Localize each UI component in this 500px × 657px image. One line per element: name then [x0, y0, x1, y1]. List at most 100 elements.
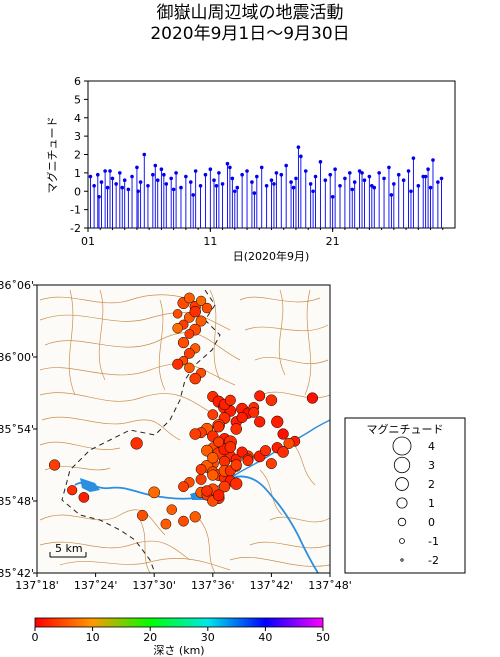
chart-title-line1: 御嶽山周辺域の地震活動	[156, 3, 344, 23]
time-plot-y-label: マグニチュード	[45, 117, 59, 194]
magnitude-point	[330, 194, 335, 199]
epicenter-marker	[136, 509, 148, 521]
magnitude-point	[269, 178, 274, 183]
epicenter-marker	[265, 458, 277, 470]
map-x-tick-label: 137˚30'	[132, 579, 176, 592]
map-y-tick-label: 36˚06'	[0, 279, 34, 292]
legend-label: 3	[428, 459, 435, 472]
epicenter-map: 137˚18' 137˚24' 137˚30' 137˚36' 137˚42' 137˚4…	[0, 279, 352, 592]
epicenter-marker	[184, 329, 195, 339]
epicenter-marker	[195, 315, 207, 327]
magnitude-point	[110, 176, 115, 181]
colorbar-tick-label: 10	[86, 631, 100, 644]
legend-label: 4	[428, 440, 435, 453]
magnitude-point	[409, 189, 413, 194]
magnitude-point	[188, 180, 193, 184]
epicenter-marker	[265, 394, 278, 406]
epicenter-marker	[172, 322, 183, 334]
magnitude-point	[228, 165, 232, 170]
time-plot-y-tick-label: -2	[70, 222, 81, 235]
magnitude-point	[203, 172, 208, 177]
epicenter-marker	[224, 394, 236, 406]
map-y-tick-label: 35˚54'	[0, 423, 34, 436]
magnitude-point	[151, 172, 155, 177]
colorbar-tick-label: 40	[258, 631, 272, 644]
magnitude-point	[431, 158, 435, 162]
magnitude-point	[252, 191, 257, 195]
epicenter-marker	[78, 492, 90, 503]
epicenter-marker	[213, 421, 225, 433]
magnitude-point	[164, 182, 169, 186]
magnitude-point	[217, 171, 221, 175]
magnitude-point	[439, 176, 444, 181]
magnitude-point	[153, 163, 158, 168]
epicenter-marker	[195, 463, 207, 475]
legend-marker	[396, 497, 408, 509]
magnitude-point	[193, 169, 198, 173]
epicenter-marker	[148, 486, 161, 499]
epicenter-marker	[195, 295, 207, 306]
magnitude-point	[114, 182, 118, 186]
time-plot-x-tick-label: 11	[203, 235, 217, 248]
magnitude-point	[169, 176, 173, 181]
magnitude-point	[360, 171, 364, 175]
legend-label: 0	[428, 516, 435, 529]
magnitude-point	[198, 183, 203, 188]
legend-title: マグニチュード	[367, 422, 444, 436]
time-plot-y-tick-label: 3	[74, 130, 81, 143]
magnitude-point	[142, 152, 147, 157]
magnitude-point	[155, 178, 160, 183]
magnitude-point	[333, 167, 337, 171]
depth-colorbar: 0 10 20 30 40 50 深さ (km)	[32, 617, 330, 657]
map-x-tick-label: 137˚42'	[250, 579, 294, 592]
map-x-tick-label: 137˚48'	[308, 579, 352, 592]
epicenter-marker	[189, 305, 201, 318]
magnitude-point	[382, 176, 386, 181]
magnitude-point	[214, 183, 219, 188]
magnitude-point	[179, 185, 183, 190]
legend-label: 2	[428, 478, 435, 491]
epicenter-marker	[207, 469, 219, 481]
magnitude-point	[401, 178, 406, 183]
magnitude-point	[184, 174, 188, 179]
magnitude-point	[311, 189, 315, 194]
epicenter-marker	[277, 446, 289, 458]
time-plot-y-tick-label: 5	[74, 93, 81, 106]
magnitude-point	[208, 167, 213, 171]
epicenter-marker	[201, 302, 213, 314]
time-plot-y-tick-label: -1	[70, 204, 81, 217]
magnitude-legend: マグニチュード 4 3 2 1 0 -1 -2	[344, 417, 466, 574]
scale-bar: 5 km	[49, 542, 87, 558]
magnitude-point	[289, 180, 293, 184]
epicenter-marker	[184, 362, 195, 374]
magnitude-point	[296, 145, 301, 149]
magnitude-point	[392, 182, 396, 186]
epicenter-marker	[254, 390, 266, 402]
magnitude-point	[255, 174, 259, 179]
legend-marker	[393, 456, 411, 474]
epicenter-marker	[207, 409, 219, 420]
magnitude-point	[411, 156, 416, 160]
magnitude-point	[294, 176, 298, 181]
time-plot-y-tick-label: 4	[74, 112, 81, 125]
magnitude-point	[350, 187, 355, 192]
magnitude-point	[233, 189, 237, 194]
legend-label: -2	[428, 554, 439, 567]
epicenter-marker	[177, 336, 190, 349]
magnitude-point	[274, 171, 279, 175]
magnitude-point	[245, 169, 249, 173]
time-plot-y-tick-label: 6	[74, 75, 81, 88]
epicenter-marker	[172, 358, 184, 370]
epicenter-marker	[201, 485, 213, 497]
colorbar-gradient	[34, 617, 324, 628]
magnitude-point	[120, 185, 125, 190]
magnitude-point	[118, 171, 122, 175]
epicenter-marker	[260, 445, 272, 457]
magnitude-point	[92, 183, 96, 188]
magnitude-point	[436, 180, 440, 184]
magnitude-point	[162, 172, 166, 177]
magnitude-point	[99, 180, 104, 184]
epicenter-marker	[248, 407, 260, 418]
magnitude-point	[126, 187, 131, 192]
magnitude-point	[250, 180, 254, 184]
